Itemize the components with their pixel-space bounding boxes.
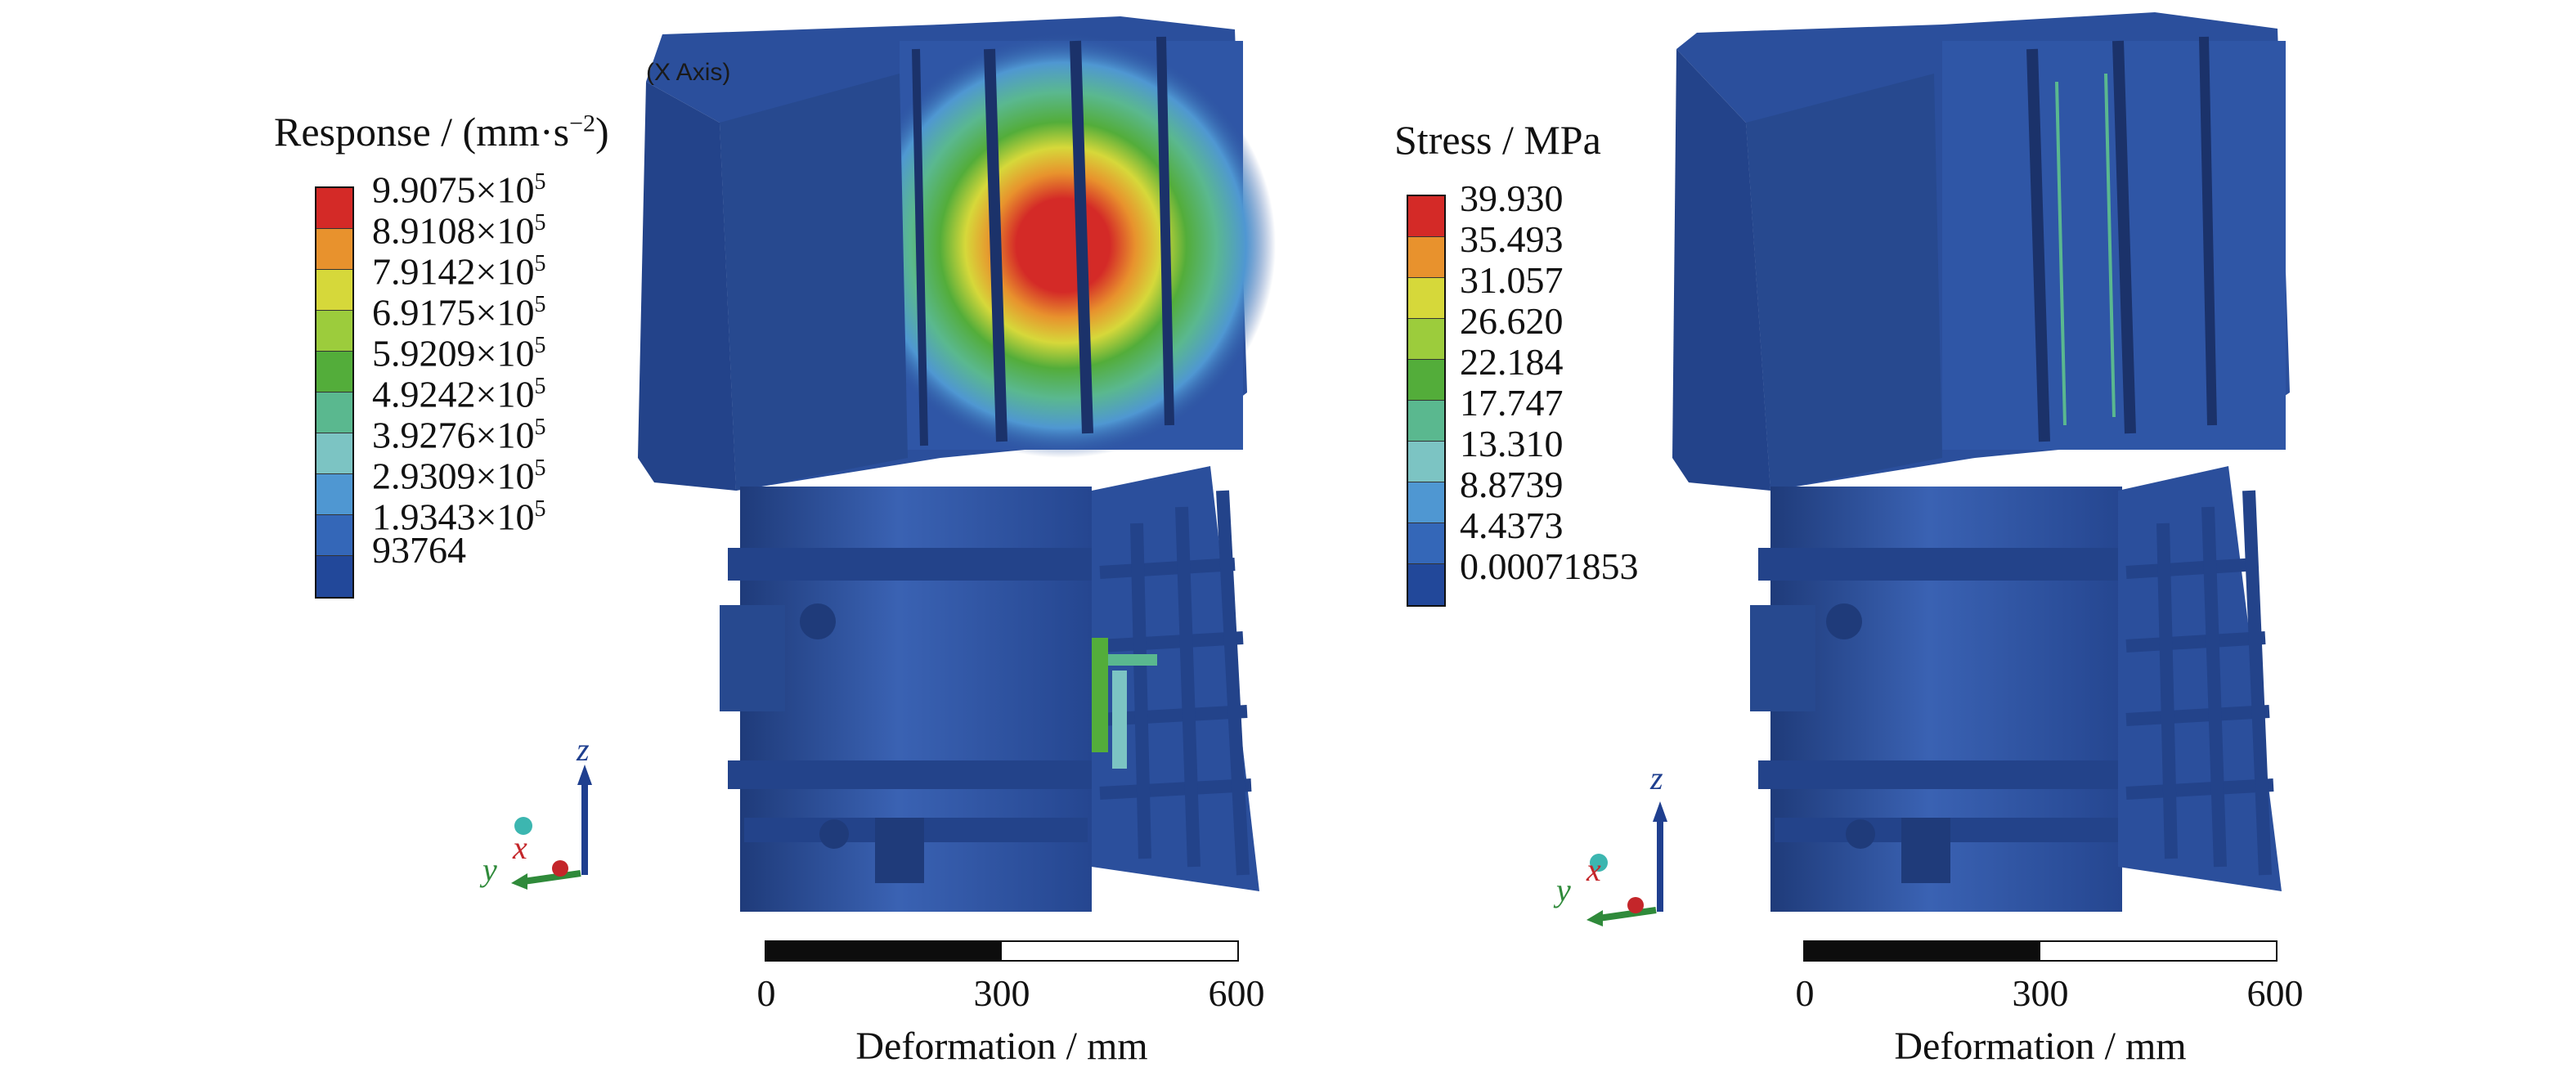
legend-value: 17.747	[1460, 382, 1564, 424]
scale-tick-600: 600	[1208, 972, 1265, 1014]
response-panel: (X Axis) Response / (mm·s−2) 9.9075×105 8…	[274, 16, 1276, 1068]
legend-value: 0.00071853	[1460, 545, 1639, 587]
structure-model-response	[638, 16, 1276, 912]
legend-swatch	[1408, 319, 1444, 360]
legend-swatch	[316, 188, 352, 229]
z-axis-label: z	[577, 731, 590, 768]
legend-value: 1.9343×105	[372, 496, 546, 538]
deformation-scale-bar	[1803, 940, 2278, 962]
scale-tick-600: 600	[2246, 972, 2304, 1014]
legend-swatch	[316, 556, 352, 597]
scale-caption: Deformation / mm	[855, 1025, 1148, 1068]
legend-swatch	[316, 515, 352, 556]
legend-value: 5.9209×105	[372, 332, 546, 375]
legend-value: 39.930	[1460, 177, 1564, 219]
legend-color-bar	[1407, 195, 1446, 607]
scale-tick-300: 300	[2012, 972, 2069, 1014]
z-axis-label: z	[1650, 760, 1663, 796]
legend-value: 3.9276×105	[372, 414, 546, 456]
x-axis-label: x	[513, 829, 527, 866]
legend-value: 26.620	[1460, 300, 1564, 342]
legend-value: 8.9108×105	[372, 209, 546, 252]
axis-overlay-text: (X Axis)	[646, 59, 731, 86]
axis-triad	[1586, 801, 1667, 926]
legend-color-bar	[315, 186, 354, 599]
legend-value: 93764	[372, 529, 466, 571]
scale-tick-300: 300	[973, 972, 1030, 1014]
deformation-scale-bar	[765, 940, 1239, 962]
scale-tick-0: 0	[756, 972, 776, 1014]
legend-value: 2.9309×105	[372, 455, 546, 497]
legend-swatch	[1408, 482, 1444, 523]
legend-title: Response / (mm·s−2)	[274, 109, 609, 155]
legend-swatch	[1408, 196, 1444, 237]
stress-panel: Stress / MPa 39.930 35.493 31.057 26.620 22.…	[1288, 0, 2576, 1081]
legend-value: 7.9142×105	[372, 250, 546, 293]
legend-swatch	[1408, 523, 1444, 564]
legend-value: 6.9175×105	[372, 291, 546, 334]
legend-value: 4.9242×105	[372, 373, 546, 415]
legend-swatch	[1408, 401, 1444, 442]
lower-cylinder	[720, 487, 1112, 912]
legend-swatch	[316, 311, 352, 352]
legend-swatch	[316, 352, 352, 392]
side-lattice-frame	[2118, 466, 2282, 891]
y-axis-label: y	[482, 851, 497, 888]
legend-value: 31.057	[1460, 259, 1564, 301]
scale-tick-0: 0	[1795, 972, 1815, 1014]
legend-swatch	[1408, 278, 1444, 319]
side-frame-hotspot	[1092, 638, 1157, 769]
legend-value: 35.493	[1460, 218, 1564, 260]
y-axis-label: y	[1556, 872, 1571, 908]
legend-value: 4.4373	[1460, 505, 1564, 546]
legend-swatch	[316, 229, 352, 270]
legend-title: Stress / MPa	[1394, 117, 1601, 163]
legend-swatch	[316, 433, 352, 474]
legend-swatch	[316, 474, 352, 515]
x-axis-label: x	[1586, 851, 1601, 888]
legend-swatch	[1408, 237, 1444, 278]
legend-swatch	[316, 270, 352, 311]
legend-value: 9.9075×105	[372, 168, 546, 211]
legend-value: 22.184	[1460, 341, 1564, 383]
legend-labels: 39.930 35.493 31.057 26.620 22.184 17.747 13.3…	[1460, 178, 1639, 587]
legend-swatch	[1408, 360, 1444, 401]
upper-cabinet	[1672, 12, 2290, 491]
upper-cabinet	[638, 16, 1276, 491]
legend-value: 8.8739	[1460, 464, 1564, 505]
axis-triad	[511, 765, 592, 890]
legend-swatch	[1408, 564, 1444, 605]
legend-labels: 9.9075×105 8.9108×105 7.9142×105 6.9175×105…	[372, 162, 545, 571]
legend-swatch	[1408, 442, 1444, 482]
legend-swatch	[316, 392, 352, 433]
legend-value: 13.310	[1460, 423, 1564, 464]
scale-caption: Deformation / mm	[1894, 1025, 2187, 1068]
lower-cylinder	[1750, 487, 2143, 912]
structure-model-stress	[1672, 12, 2290, 912]
